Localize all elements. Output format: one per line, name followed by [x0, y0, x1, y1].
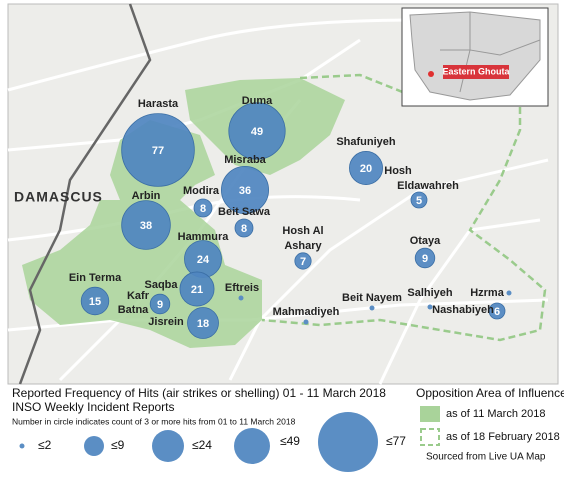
- place-name: Nashabiyeh: [432, 304, 494, 316]
- hit-count: 77: [152, 145, 164, 157]
- place-name: Mahmadiyeh: [273, 306, 340, 318]
- hit-count: 21: [191, 284, 203, 296]
- legend-note: Number in circle indicates count of 3 or…: [12, 416, 296, 426]
- place-name: Otaya: [410, 235, 441, 247]
- place-name: Misraba: [224, 154, 266, 166]
- place-name: Beit Nayem: [342, 292, 402, 304]
- area-previous: as of 18 February 2018: [446, 431, 560, 443]
- place-name: Eftreis: [225, 282, 259, 294]
- place-name: Batna: [118, 304, 149, 316]
- hit-bubble: [121, 200, 171, 250]
- place-dot: [303, 319, 309, 325]
- hit-count: 24: [197, 254, 210, 266]
- hit-bubble: [294, 252, 312, 270]
- hit-bubble: [149, 293, 171, 315]
- size-swatch: [84, 436, 104, 456]
- hit-count: 15: [89, 296, 101, 308]
- hit-count: 18: [197, 318, 209, 330]
- place-name: Shafuniyeh: [336, 136, 396, 148]
- hit-bubble: [220, 165, 269, 214]
- hit-bubble: [228, 102, 286, 160]
- hit-bubble: [234, 218, 254, 238]
- place-name: Duma: [242, 95, 273, 107]
- area-current: as of 11 March 2018: [446, 408, 545, 420]
- place-name: Jisrein: [148, 316, 184, 328]
- place-name: Arbin: [132, 190, 161, 202]
- hit-count: 36: [239, 185, 251, 197]
- inset-label-box: [443, 65, 509, 79]
- hit-bubble: [187, 307, 219, 339]
- place-name: Hosh Al: [282, 225, 323, 237]
- size-swatch: [152, 430, 184, 462]
- inset-marker: [428, 71, 434, 77]
- hit-count: 38: [140, 220, 152, 232]
- legend-subtitle: INSO Weekly Incident Reports: [12, 400, 175, 414]
- area-title: Opposition Area of Influence: [416, 386, 564, 400]
- hit-bubble: [80, 286, 110, 316]
- area-swatch: [420, 406, 440, 422]
- place-name: Hzrma: [470, 287, 505, 299]
- size-swatch: [234, 428, 270, 464]
- inset-label: Eastern Ghouta: [442, 66, 510, 76]
- hit-count: 8: [241, 223, 247, 235]
- place-name: Ashary: [284, 240, 322, 252]
- place-name: Beit Sawa: [218, 206, 271, 218]
- hit-bubble: [179, 271, 215, 307]
- place-name: Ein Terma: [69, 272, 122, 284]
- place-name: Kafr: [127, 290, 150, 302]
- legend-title: Reported Frequency of Hits (air strikes …: [12, 386, 386, 400]
- place-dot: [427, 304, 433, 310]
- hit-count: 9: [157, 299, 163, 311]
- size-swatch: [318, 412, 378, 472]
- size-label: ≤9: [111, 438, 125, 452]
- border-line: [18, 3, 152, 385]
- places: 77 Harasta 49 Duma 36 Misraba 20 Shafuniyeh 5 Hos…: [69, 95, 512, 339]
- place-name: Harasta: [138, 98, 179, 110]
- place-name: Hammura: [178, 231, 230, 243]
- hit-count: 7: [300, 256, 306, 268]
- place-name: Hosh: [384, 165, 412, 177]
- hit-bubble: [414, 247, 436, 269]
- city-label: DAMASCUS: [14, 189, 103, 205]
- hit-bubble: [488, 302, 506, 320]
- place-dot: [506, 290, 512, 296]
- hit-bubble: [193, 198, 213, 218]
- hit-count: 20: [360, 163, 372, 175]
- area-dashed-swatch: [420, 428, 440, 446]
- place-dot: [369, 305, 375, 311]
- place-name: Salhiyeh: [407, 287, 453, 299]
- place-name: Modira: [183, 185, 220, 197]
- source: Sourced from Live UA Map: [426, 452, 546, 463]
- hit-count: 8: [200, 203, 206, 215]
- size-label: ≤24: [192, 438, 212, 452]
- place-name: Eldawahreh: [397, 180, 459, 192]
- place-dot: [238, 295, 244, 301]
- hit-count: 49: [251, 126, 263, 138]
- size-label: ≤77: [386, 434, 406, 448]
- size-label: ≤49: [280, 434, 300, 448]
- hit-count: 6: [494, 306, 500, 318]
- size-swatch: [19, 443, 25, 449]
- hit-bubble: [349, 151, 383, 185]
- hit-bubble: [121, 113, 195, 187]
- size-label: ≤2: [38, 438, 52, 452]
- place-name: Saqba: [144, 279, 178, 291]
- hit-bubble: [410, 191, 428, 209]
- hit-count: 9: [422, 253, 428, 265]
- hit-count: 5: [416, 195, 422, 207]
